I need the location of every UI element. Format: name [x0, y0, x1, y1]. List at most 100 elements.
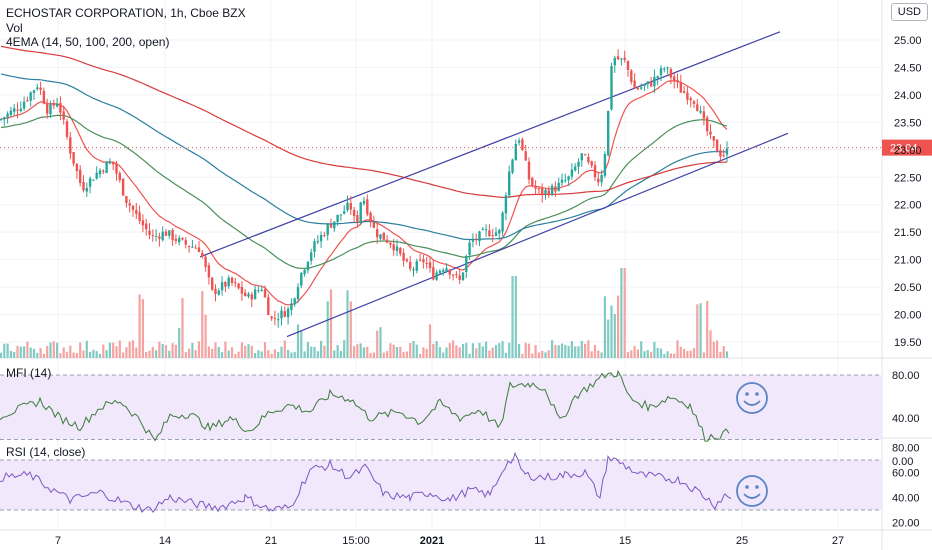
candle-body	[448, 269, 451, 275]
volume-bar	[617, 295, 620, 358]
volume-bar	[310, 346, 313, 358]
volume-bar	[270, 353, 273, 358]
mfi-tick-label: 0.00	[892, 456, 913, 468]
candle-body	[541, 188, 544, 196]
volume-bar	[567, 345, 570, 358]
volume-bar	[244, 345, 247, 358]
last-price-value: 23.04	[890, 143, 918, 155]
candle-body	[382, 232, 385, 240]
volume-bar	[65, 351, 69, 358]
candle-body	[600, 175, 603, 183]
volume-bar	[475, 348, 478, 358]
candle-body	[95, 172, 98, 179]
volume-bar	[359, 343, 362, 358]
candle-body	[442, 270, 445, 272]
volume-bar	[13, 351, 16, 358]
volume-bar	[122, 352, 125, 358]
candle-body	[98, 170, 102, 175]
volume-bar	[72, 352, 75, 358]
candle-body	[702, 111, 706, 119]
volume-bar	[6, 343, 9, 358]
candle-body	[277, 319, 280, 321]
time-tick-label: 7	[55, 535, 61, 547]
volume-bar	[409, 342, 412, 358]
volume-bar	[125, 347, 128, 358]
volume-bar	[181, 298, 184, 358]
candle-body	[554, 186, 557, 192]
volume-bar	[508, 342, 511, 358]
volume-bar	[115, 346, 118, 358]
volume-bar	[98, 353, 102, 358]
chart-title: ECHOSTAR CORPORATION, 1h, Cboe BZX	[6, 6, 246, 20]
volume-bar	[356, 344, 359, 358]
volume-bar	[504, 352, 507, 358]
volume-bar	[280, 346, 283, 358]
candle-body	[709, 131, 712, 135]
candle-body	[79, 169, 82, 183]
candle-body	[6, 113, 9, 118]
ema-label: 4EMA (14, 50, 100, 200, open)	[6, 35, 170, 49]
candle-body	[346, 202, 349, 211]
candle-body	[725, 148, 729, 155]
candle-body	[501, 212, 504, 232]
candle-body	[564, 180, 567, 182]
candle-body	[178, 238, 181, 243]
candle-body	[204, 256, 207, 267]
volume-bar	[613, 313, 616, 358]
volume-bar	[217, 346, 220, 358]
price-tick-label: 23.50	[894, 117, 922, 129]
volume-bar	[9, 350, 12, 358]
mfi-tick-label: 80.00	[892, 370, 920, 382]
volume-bar	[689, 350, 692, 358]
volume-bar	[59, 353, 62, 358]
candle-body	[135, 209, 138, 214]
candle-body	[395, 246, 399, 252]
candle-body	[32, 90, 36, 93]
volume-bar	[250, 345, 253, 358]
candle-body	[376, 229, 379, 238]
candle-body	[3, 117, 6, 120]
price-tick-label: 21.00	[894, 255, 922, 267]
volume-bar	[527, 343, 531, 358]
candle-body	[82, 181, 85, 191]
candle-body	[587, 156, 590, 163]
candle-body	[366, 199, 369, 215]
candle-body	[379, 234, 382, 239]
candle-body	[415, 261, 418, 271]
candle-body	[583, 154, 587, 156]
mfi-line	[0, 369, 730, 442]
volume-bar	[135, 347, 138, 358]
volume-bar	[666, 351, 669, 358]
volume-bar	[458, 347, 461, 358]
candle-body	[19, 108, 22, 111]
volume-bar	[650, 351, 653, 358]
candle-body	[465, 256, 468, 273]
volume-bar	[89, 351, 92, 358]
candle-body	[389, 242, 392, 245]
volume-bar	[712, 341, 715, 358]
candle-body	[151, 235, 154, 237]
candle-body	[712, 136, 715, 141]
volume-bar	[419, 353, 422, 358]
volume-bar	[237, 351, 240, 358]
volume-bar	[603, 296, 606, 358]
volume-bar	[191, 342, 194, 358]
candle-body	[508, 171, 511, 196]
volume-bar	[194, 350, 197, 358]
candle-body	[118, 173, 121, 181]
volume-bar	[214, 342, 217, 358]
volume-bar	[445, 347, 448, 358]
volume-bar	[329, 289, 333, 358]
volume-bar	[42, 353, 45, 358]
volume-bar	[141, 299, 144, 358]
currency-button[interactable]: USD	[890, 3, 928, 21]
volume-bar	[75, 353, 78, 358]
volume-bar	[353, 346, 356, 358]
candle-body	[369, 212, 372, 222]
candle-body	[85, 188, 88, 192]
candle-body	[527, 161, 531, 180]
volume-bar	[105, 350, 108, 358]
candle-body	[643, 84, 646, 86]
candle-body	[399, 247, 402, 254]
